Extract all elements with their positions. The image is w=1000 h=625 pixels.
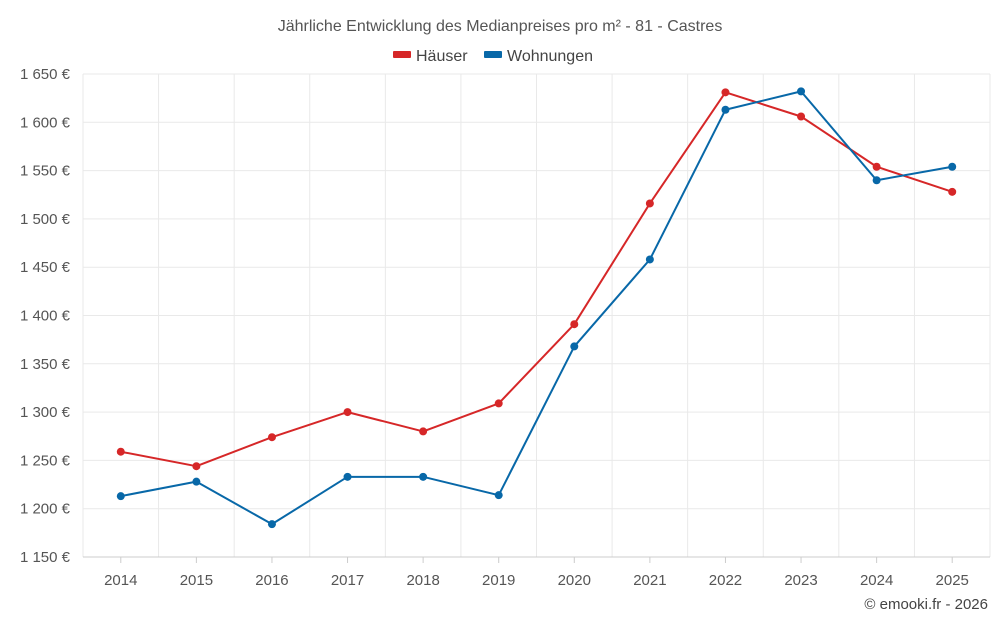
credit-text: © emooki.fr - 2026 xyxy=(864,596,988,613)
data-point[interactable] xyxy=(419,472,428,481)
legend-label-haeuser[interactable]: Häuser xyxy=(416,48,468,65)
x-tick-label: 2023 xyxy=(784,572,817,589)
y-tick-label: 1 500 € xyxy=(20,211,71,228)
y-tick-label: 1 600 € xyxy=(20,114,71,131)
y-tick-label: 1 450 € xyxy=(20,259,71,276)
data-point[interactable] xyxy=(570,320,579,329)
axes: 1 150 € 1 200 € 1 250 € 1 300 € 1 350 € 1 400… xyxy=(20,66,990,589)
data-point[interactable] xyxy=(192,462,201,471)
data-point[interactable] xyxy=(267,520,276,529)
x-tick-label: 2019 xyxy=(482,572,515,589)
data-point[interactable] xyxy=(645,199,654,208)
x-tick-label: 2024 xyxy=(860,572,893,589)
series-line-0 xyxy=(120,91,953,468)
x-tick-label: 2022 xyxy=(709,572,742,589)
grid xyxy=(82,73,991,557)
data-point[interactable] xyxy=(645,255,654,264)
data-point[interactable] xyxy=(721,88,730,97)
data-point[interactable] xyxy=(948,187,957,196)
data-point[interactable] xyxy=(797,87,806,96)
legend: Häuser Wohnungen xyxy=(393,48,593,65)
legend-label-wohnungen[interactable]: Wohnungen xyxy=(507,48,593,65)
y-tick-label: 1 400 € xyxy=(20,308,71,325)
x-tick-label: 2017 xyxy=(331,572,364,589)
y-tick-label: 1 350 € xyxy=(20,356,71,373)
x-tick-label: 2014 xyxy=(104,572,137,589)
x-tick-label: 2018 xyxy=(406,572,439,589)
data-point[interactable] xyxy=(872,176,881,185)
data-point[interactable] xyxy=(494,399,503,408)
y-tick-label: 1 550 € xyxy=(20,163,71,180)
chart-title: Jährliche Entwicklung des Medianpreises … xyxy=(278,18,723,35)
y-tick-label: 1 200 € xyxy=(20,501,71,518)
x-tick-label: 2021 xyxy=(633,572,666,589)
data-point[interactable] xyxy=(116,447,125,456)
data-point[interactable] xyxy=(721,105,730,114)
data-point[interactable] xyxy=(343,472,352,481)
data-point[interactable] xyxy=(267,433,276,442)
data-point[interactable] xyxy=(116,492,125,501)
x-tick-label: 2015 xyxy=(180,572,213,589)
data-point[interactable] xyxy=(948,162,957,171)
y-tick-label: 1 300 € xyxy=(20,404,71,421)
y-tick-label: 1 250 € xyxy=(20,452,71,469)
x-tick-label: 2025 xyxy=(936,572,969,589)
data-point[interactable] xyxy=(872,162,881,171)
data-point[interactable] xyxy=(419,427,428,436)
data-point[interactable] xyxy=(343,408,352,417)
x-tick-label: 2020 xyxy=(558,572,591,589)
data-point[interactable] xyxy=(494,491,503,500)
data-point[interactable] xyxy=(570,342,579,351)
x-tick-label: 2016 xyxy=(255,572,288,589)
series xyxy=(116,87,957,529)
legend-swatch-wohnungen xyxy=(484,51,502,58)
data-point[interactable] xyxy=(192,477,201,486)
data-point[interactable] xyxy=(797,112,806,121)
legend-swatch-haeuser xyxy=(393,51,411,58)
y-tick-label: 1 650 € xyxy=(20,66,71,83)
series-line-1 xyxy=(120,90,953,526)
y-tick-label: 1 150 € xyxy=(20,549,71,566)
